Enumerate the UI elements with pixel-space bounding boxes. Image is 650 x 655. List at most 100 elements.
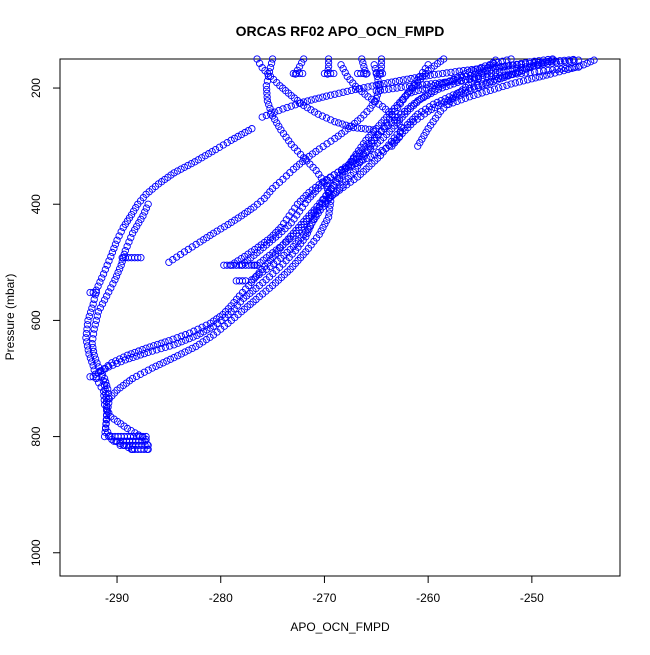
data-point — [86, 354, 95, 362]
data-point — [279, 105, 287, 113]
data-point — [103, 261, 111, 269]
data-point — [125, 354, 133, 363]
data-point — [248, 125, 256, 133]
data-point — [300, 101, 308, 110]
data-point — [101, 428, 109, 436]
data-point — [103, 415, 111, 423]
data-point — [227, 136, 235, 144]
data-point — [442, 78, 450, 86]
data-point — [357, 124, 366, 133]
data-point — [234, 132, 242, 141]
data-point — [486, 86, 495, 95]
data-point — [485, 79, 494, 87]
data-point — [134, 254, 142, 262]
data-point — [263, 89, 271, 97]
data-point — [496, 64, 504, 72]
data-point — [461, 86, 470, 94]
data-point — [166, 342, 174, 350]
data-point — [300, 55, 308, 63]
data-point — [89, 343, 97, 352]
data-point — [103, 292, 111, 300]
data-point — [251, 273, 260, 281]
data-point — [82, 334, 90, 342]
data-point — [89, 330, 98, 338]
y-tick-label: 600 — [29, 310, 43, 330]
data-point — [494, 58, 502, 67]
data-point — [576, 62, 584, 70]
data-point — [489, 59, 497, 67]
data-point — [414, 86, 423, 95]
data-point — [356, 84, 364, 93]
data-point — [295, 69, 304, 78]
data-point — [363, 69, 371, 78]
data-point — [88, 358, 96, 366]
data-point — [529, 62, 538, 70]
data-point — [360, 84, 368, 92]
data-point — [371, 98, 379, 106]
data-point — [265, 100, 273, 109]
data-point — [262, 82, 271, 90]
data-point — [90, 295, 98, 304]
data-point — [426, 71, 434, 79]
data-point — [560, 56, 568, 65]
data-point — [98, 367, 106, 375]
data-point — [184, 245, 192, 254]
data-point — [173, 167, 182, 175]
data-point — [474, 83, 482, 92]
data-point — [372, 81, 380, 89]
data-point — [407, 89, 415, 97]
data-point — [128, 229, 137, 237]
data-point — [178, 338, 186, 346]
data-point — [180, 248, 189, 256]
data-point — [482, 80, 490, 88]
data-point — [291, 101, 300, 109]
data-point — [107, 284, 115, 292]
data-point — [535, 67, 543, 76]
data-point — [127, 233, 135, 242]
data-point — [397, 83, 405, 92]
data-point — [92, 288, 100, 297]
data-point — [307, 96, 315, 104]
data-point — [96, 304, 105, 312]
data-point — [219, 141, 227, 149]
data-point — [117, 357, 125, 366]
data-point — [238, 277, 247, 285]
data-point — [569, 55, 577, 64]
data-point — [478, 82, 486, 90]
data-point — [268, 55, 277, 63]
data-point — [385, 85, 393, 93]
data-point — [83, 321, 92, 329]
data-point — [91, 321, 99, 329]
y-tick-label: 1000 — [29, 539, 43, 566]
data-point — [271, 115, 279, 124]
data-point — [420, 132, 428, 140]
data-point — [474, 74, 483, 83]
data-point — [86, 308, 95, 316]
data-point — [497, 75, 505, 83]
data-point — [266, 234, 275, 242]
data-point — [378, 146, 386, 155]
data-point — [513, 60, 521, 68]
data-point — [417, 112, 425, 121]
data-point — [129, 353, 137, 362]
data-point — [360, 69, 368, 78]
data-point — [315, 94, 323, 102]
data-point — [89, 300, 97, 308]
data-point — [478, 89, 486, 97]
data-point — [339, 65, 347, 73]
data-point — [115, 232, 123, 240]
data-point — [310, 108, 319, 116]
data-point — [184, 346, 193, 354]
data-point — [487, 66, 496, 74]
data-point — [515, 68, 524, 76]
data-point — [467, 71, 475, 79]
data-point — [141, 437, 149, 445]
data-point — [322, 92, 331, 100]
data-point — [337, 61, 345, 69]
data-point — [409, 118, 418, 126]
data-point — [548, 55, 557, 63]
data-point — [434, 80, 442, 89]
data-point — [258, 113, 266, 121]
data-point — [455, 67, 463, 75]
data-point — [91, 355, 100, 363]
